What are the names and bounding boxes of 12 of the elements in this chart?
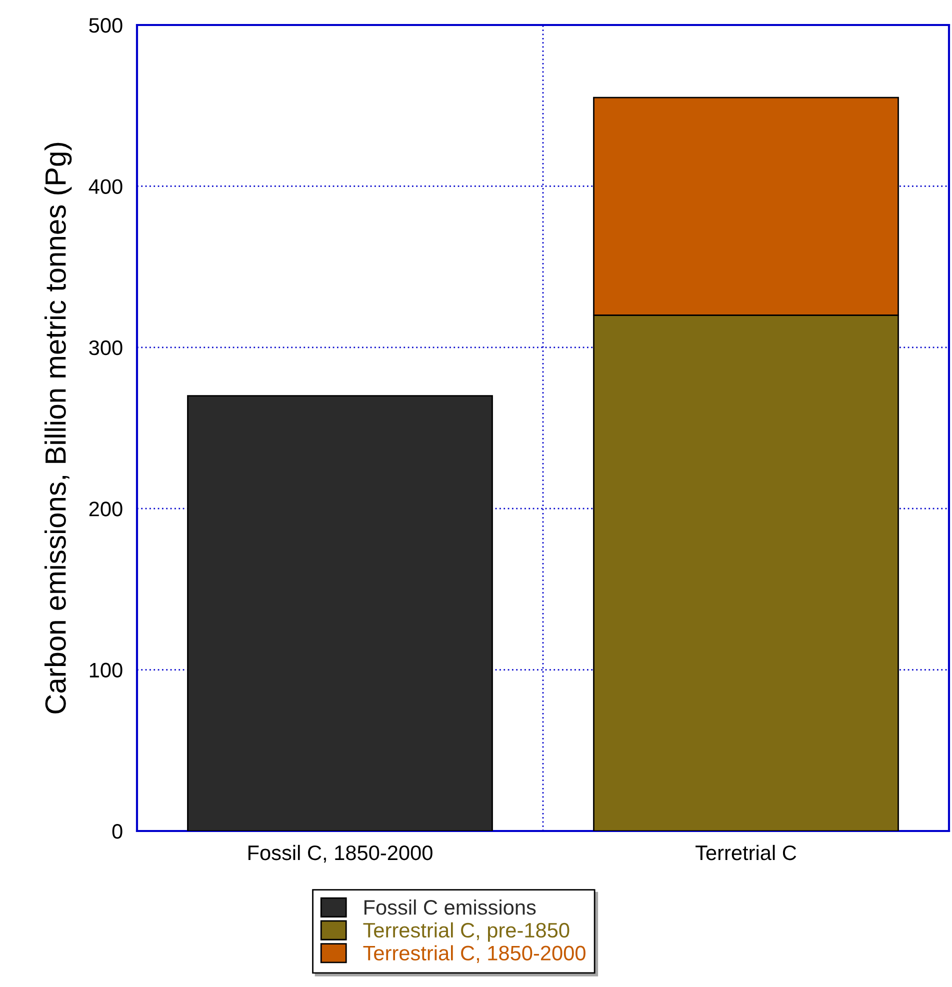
- y-axis-title: Carbon emissions, Billion metric tonnes (Pg): [44, 142, 72, 714]
- y-tick-label: 200: [89, 502, 122, 516]
- y-tick-label: 100: [90, 662, 122, 678]
- x-tick-label: Terretrial C: [696, 844, 796, 860]
- y-tick-label: 500: [89, 18, 122, 33]
- y-tick-label: 400: [88, 179, 122, 194]
- legend-label: Terrestrial C, pre-1850: [363, 922, 570, 942]
- legend-label: Terrestrial C, 1850-2000: [363, 945, 586, 963]
- y-tick-label: 300: [89, 340, 122, 356]
- y-tick-label: 0: [112, 824, 122, 839]
- legend-label: Fossil C emissions: [364, 899, 536, 915]
- x-tick-label: Fossil C, 1850-2000: [248, 844, 432, 863]
